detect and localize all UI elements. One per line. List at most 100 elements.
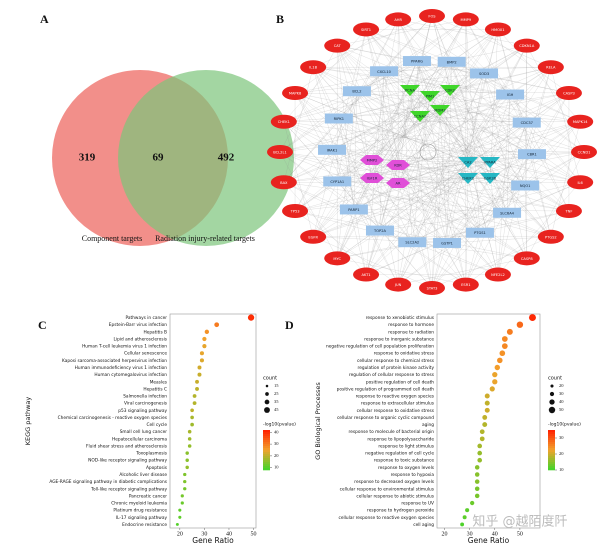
edge [449, 89, 499, 275]
y-tick-label: response to reactive oxygen species [356, 394, 435, 400]
node [400, 85, 420, 96]
edge [467, 45, 527, 163]
edge [429, 95, 585, 153]
edge [379, 94, 511, 231]
node-label: CYP1A1 [330, 180, 344, 184]
colorbar-segment [263, 460, 270, 463]
edge [429, 95, 526, 186]
edge [294, 73, 485, 212]
edge [412, 73, 485, 243]
edge [398, 258, 527, 285]
y-tick-label: cellular response to chemical stress [357, 358, 435, 364]
node [496, 89, 525, 100]
node [571, 145, 597, 159]
edge [467, 73, 485, 163]
colorbar-segment [548, 440, 555, 443]
node-label: CAT [334, 44, 342, 48]
node-label: CCND1 [578, 151, 591, 155]
y-tick-label: negative regulation of cell cycle [365, 451, 434, 457]
node [270, 114, 297, 129]
colorbar-segment [263, 436, 270, 439]
x-axis-label: Gene Ratio [468, 536, 510, 545]
colorbar-label: 30 [559, 435, 564, 440]
edge [397, 182, 551, 237]
edge [313, 89, 411, 237]
node [458, 157, 478, 168]
node-label: RIPK1 [334, 117, 344, 121]
edge [313, 67, 367, 275]
y-tick-label: Salmonella infection [123, 394, 167, 400]
dot [178, 508, 182, 512]
edge [397, 164, 508, 213]
node [353, 22, 380, 37]
edge [365, 94, 511, 275]
edge [294, 92, 526, 186]
edge [379, 164, 399, 231]
node [318, 144, 347, 155]
edge [337, 177, 469, 259]
edge [398, 73, 485, 285]
colorbar-segment [548, 452, 555, 455]
edge [356, 19, 466, 92]
edge [295, 45, 527, 94]
edge [451, 61, 533, 155]
plot-frame [169, 313, 257, 529]
node-label: SIRT1 [361, 28, 371, 32]
edge [497, 67, 551, 275]
y-tick-label: Small cell lung cancer [120, 429, 168, 435]
dot [492, 379, 498, 385]
edge [431, 15, 508, 213]
dot [501, 343, 508, 349]
edge [279, 151, 466, 285]
edge [283, 67, 551, 183]
dot [190, 422, 194, 427]
colorbar-segment [548, 438, 555, 441]
node-label: CBR1 [527, 153, 537, 157]
y-tick-label: Hepatocellular carcinoma [112, 436, 167, 442]
plot-frame [436, 313, 541, 529]
y-tick-label: negative regulation of cell population p… [326, 344, 434, 350]
node [537, 60, 564, 75]
node [567, 114, 594, 129]
y-tick-label: regulation of protein kinase activity [358, 365, 435, 371]
y-tick-label: NOD-like receptor signaling pathway [88, 458, 167, 464]
colorbar-segment [548, 450, 555, 453]
edge [509, 94, 581, 183]
dot [479, 436, 485, 442]
dot [465, 508, 470, 513]
node-label: CASP8 [521, 257, 533, 261]
edge [365, 230, 381, 275]
edge [397, 161, 491, 166]
colorbar-label: 40 [274, 429, 279, 434]
edge [371, 95, 431, 161]
edge [397, 94, 511, 166]
edge [371, 19, 399, 161]
edge [337, 45, 481, 233]
edge [398, 19, 485, 74]
edge [313, 29, 499, 237]
node-label: CDC37 [521, 121, 533, 125]
edge [419, 19, 466, 117]
node [452, 12, 479, 27]
node-label: CA2 [464, 161, 471, 165]
edge [294, 92, 413, 243]
edge [419, 115, 481, 233]
edge [397, 67, 551, 166]
dot [484, 400, 490, 406]
edge [431, 236, 551, 289]
edge [365, 15, 433, 275]
edge [371, 159, 527, 259]
edge [416, 61, 421, 117]
dot [187, 429, 192, 434]
edge [506, 94, 511, 213]
edge [338, 94, 511, 119]
edge [337, 209, 355, 259]
edge [409, 89, 581, 122]
x-axis-label: Gene Ratio [192, 536, 234, 545]
dot [516, 321, 524, 328]
node-label: FOS [428, 15, 436, 19]
dot [462, 515, 467, 520]
edge [431, 109, 441, 289]
edge [338, 118, 581, 183]
edge [353, 91, 358, 210]
